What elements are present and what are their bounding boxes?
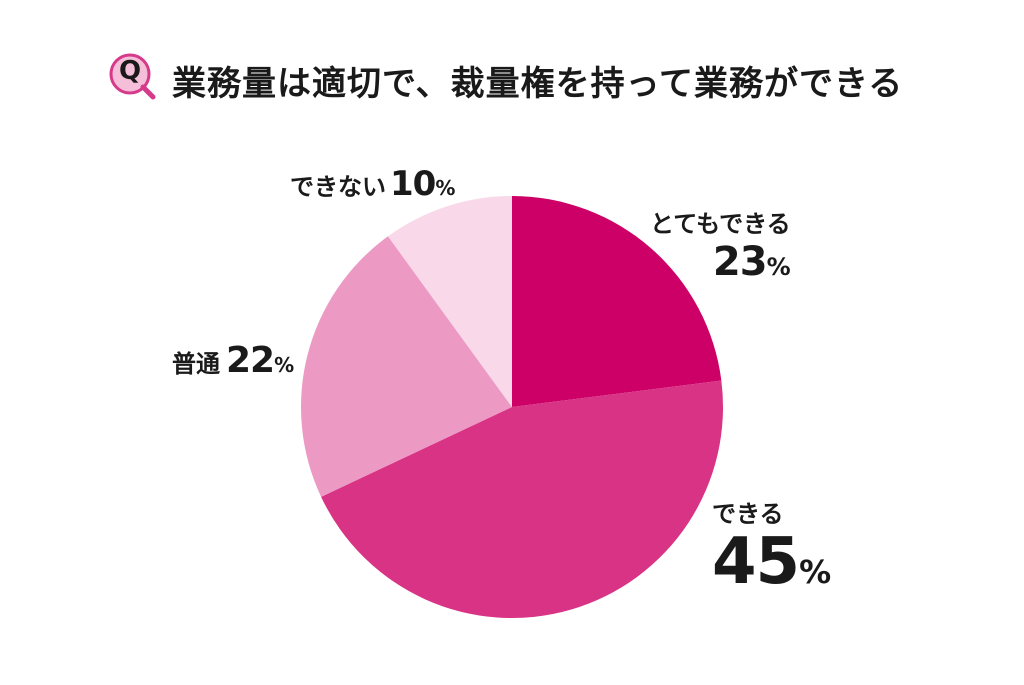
slice-label-name: とてもできる [650,210,791,238]
slice-unit: % [435,176,456,200]
label-slice-3: できない 10% [290,164,455,204]
slice-value: 22 [226,340,275,381]
question-badge-circle [109,53,151,95]
pie-slice-2 [301,236,512,497]
label-slice-1: できる 45% [712,494,831,599]
slice-unit: % [799,553,832,591]
title-text: 業務量は適切で、裁量権を持って業務ができる [172,63,904,104]
label-slice-2: 普通 22% [172,340,294,381]
label-slice-0: とてもできる 23% [650,204,791,285]
question-icon: Q [108,52,160,108]
slice-label-name: 普通 [172,350,220,378]
slice-value: 45 [712,525,800,599]
pie-slice-0 [512,196,722,407]
question-badge-letter: Q [118,56,142,86]
slice-unit: % [766,253,791,281]
slice-unit: % [274,353,295,377]
pie-slice-1 [321,380,724,619]
chart-title: Q 業務量は適切で、裁量権を持って業務ができる [108,52,903,108]
slice-label-name: できない [290,173,386,201]
slice-label-name: できる [712,500,784,528]
pie-slice-3 [387,196,512,407]
slice-value: 23 [712,239,768,285]
slice-value: 10 [390,164,436,204]
